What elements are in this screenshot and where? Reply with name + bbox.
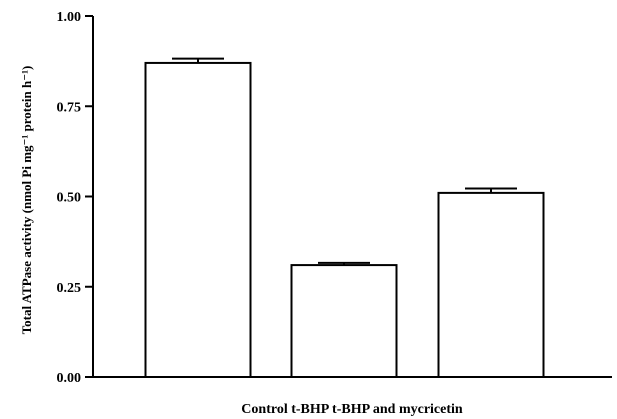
bar-group xyxy=(290,261,398,378)
bar-group xyxy=(144,57,252,379)
y-axis: 0.00 0.25 0.50 0.75 1.00 xyxy=(57,10,94,386)
y-tick-label: 0.00 xyxy=(57,371,82,386)
y-tick-label: 0.50 xyxy=(57,191,82,206)
y-axis-label: Total ATPase activity (nmol Pi mg⁻¹ prot… xyxy=(19,66,34,335)
bar xyxy=(144,61,252,379)
y-ticks: 0.00 0.25 0.50 0.75 1.00 xyxy=(57,10,93,386)
y-tick-label: 1.00 xyxy=(57,10,82,25)
bar xyxy=(290,264,398,378)
bars xyxy=(144,57,545,379)
y-tick-label: 0.25 xyxy=(57,281,82,296)
y-tick-label: 0.75 xyxy=(57,100,82,115)
bar-group xyxy=(437,187,545,378)
bar xyxy=(437,191,545,378)
category-axis-label: Control t-BHP t-BHP and mycricetin xyxy=(241,402,463,417)
